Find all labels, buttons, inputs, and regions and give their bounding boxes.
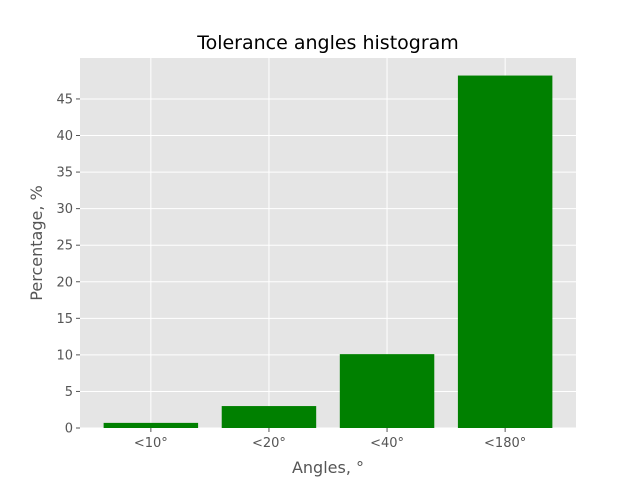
y-axis-ticks: 0 5 10 15 20 25 30 35 40 45 [56,92,80,437]
y-tick-label: 20 [56,275,73,290]
bar [221,406,317,428]
y-tick-label: 10 [56,348,73,363]
y-tick-label: 25 [56,239,73,254]
y-tick-label: 0 [65,422,73,437]
x-axis-ticks: <10° <20° <40° <180° [134,428,526,451]
bar [457,75,553,428]
x-tick-label: <10° [134,436,168,451]
x-tick-label: <180° [484,436,526,451]
x-axis-label: Angles, ° [292,458,364,477]
x-tick-label: <20° [252,436,286,451]
x-tick-label: <40° [370,436,404,451]
y-tick-label: 5 [65,385,73,400]
y-tick-label: 40 [56,129,73,144]
y-axis-label: Percentage, % [27,185,46,300]
y-tick-label: 35 [56,166,73,181]
y-tick-label: 15 [56,312,73,327]
y-tick-label: 30 [56,202,73,217]
bar [339,354,435,428]
y-tick-label: 45 [56,92,73,107]
bars-group [103,75,553,428]
chart-title: Tolerance angles histogram [196,32,459,54]
bar [103,422,199,428]
